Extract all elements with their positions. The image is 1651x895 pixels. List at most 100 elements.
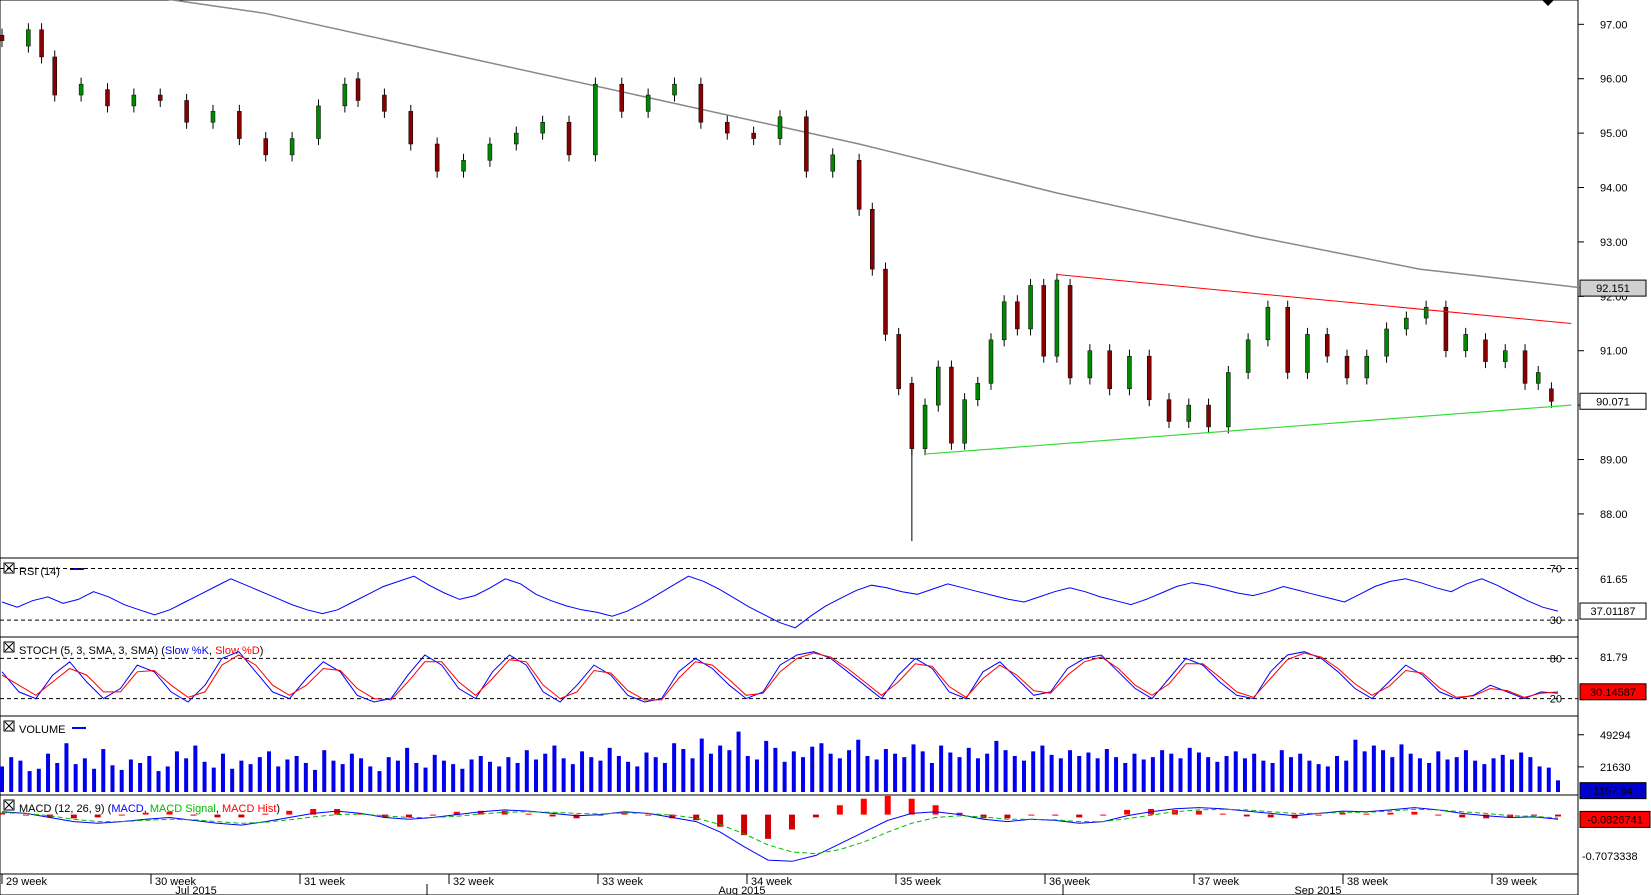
macd-hist-bar [477, 810, 484, 815]
volume-bar [1068, 750, 1073, 792]
candle-body [751, 132, 756, 139]
macd-hist-bar [717, 814, 724, 827]
volume-bar [1252, 753, 1257, 792]
volume-bar [331, 760, 336, 792]
volume-tick-label: 49294 [1600, 730, 1631, 742]
candle-body [1535, 372, 1541, 384]
volume-bar [147, 756, 152, 792]
volume-bar [929, 762, 934, 792]
volume-bar [515, 762, 520, 792]
volume-bar [828, 753, 833, 792]
candle-body [672, 83, 677, 96]
candle-body [1041, 285, 1046, 357]
volume-bar [386, 757, 391, 792]
week-label: 33 week [602, 876, 643, 888]
rsi-last-tag: 37.01187 [1579, 602, 1647, 620]
candle-body [777, 116, 783, 139]
volume-bar [349, 753, 354, 792]
stoch-level-label: 80 [1550, 653, 1562, 665]
candle-body [1001, 301, 1007, 341]
macd-close-icon-x [4, 800, 14, 810]
macd-hist-bar [429, 814, 436, 816]
volume-bar [359, 758, 364, 792]
volume-bar [837, 758, 842, 792]
candle-body [1028, 285, 1033, 330]
volume-bar [1160, 750, 1165, 792]
volume-bar [1556, 780, 1560, 792]
volume-bar [1169, 753, 1174, 792]
volume-bar [211, 767, 216, 792]
candle-body [1186, 404, 1192, 422]
svg-text:90.071: 90.071 [1596, 396, 1630, 408]
volume-bar [257, 757, 262, 792]
price-panel[interactable]: 97.0096.0095.0094.0093.0092.0091.0090.00… [0, 0, 1647, 559]
candle-body [514, 132, 519, 145]
volume-bar [1261, 760, 1266, 792]
macd-hist-bar [118, 814, 125, 816]
volume-bar [1427, 762, 1432, 792]
volume-bar [1482, 764, 1487, 792]
volume-bar [1003, 750, 1008, 792]
volume-bar [239, 760, 244, 792]
stoch-d-line [1, 652, 1559, 701]
volume-bar [451, 764, 456, 792]
candle-body [1127, 355, 1132, 390]
volume-bar [791, 751, 796, 792]
volume-bar [46, 753, 51, 792]
macd-hist-bar [908, 798, 915, 815]
volume-bar [1546, 767, 1551, 792]
volume-bar [1445, 759, 1450, 792]
macd-hist-bar [1411, 811, 1418, 815]
price-tick-label: 88.00 [1600, 509, 1628, 521]
volume-bar [460, 768, 465, 792]
support-trendline[interactable] [925, 404, 1572, 455]
stoch-level-label: 20 [1550, 694, 1562, 706]
volume-bars [0, 731, 1560, 792]
volume-bar [616, 756, 621, 792]
volume-bar [570, 764, 575, 792]
volume-bar [975, 758, 980, 792]
volume-bar [635, 766, 640, 792]
macd-hist-bar [70, 814, 77, 819]
rsi-level-label: 30 [1550, 615, 1562, 627]
candle-body [1324, 334, 1330, 357]
svg-text:1157.84: 1157.84 [1594, 786, 1633, 798]
candle-body [408, 111, 414, 145]
week-label: 38 week [1347, 876, 1388, 888]
volume-bar [1141, 759, 1146, 792]
volume-panel[interactable]: VOLUME 49294 21630 1157.84 [0, 715, 1647, 800]
volume-bar [497, 766, 502, 792]
volume-bar [718, 745, 723, 792]
candle-body [78, 83, 84, 96]
candle-body [1107, 350, 1112, 390]
volume-bar [1463, 750, 1468, 792]
macd-hist-bar [1315, 814, 1322, 816]
volume-bar [82, 758, 87, 792]
candle-body [52, 56, 57, 96]
candle-body [856, 160, 862, 210]
price-tick-label: 94.00 [1600, 183, 1628, 195]
macd-hist-bar [22, 814, 29, 816]
volume-bar [193, 745, 198, 792]
candle-body [1166, 399, 1172, 422]
resistance-trendline[interactable] [1056, 274, 1572, 325]
volume-last-tag: 1157.84 [1579, 782, 1647, 800]
stoch-panel[interactable]: STOCH (5, 3, SMA, 3, SMA) (Slow %K, Slow… [0, 636, 1647, 717]
candle-body [935, 366, 941, 406]
macd-hist-bar [453, 811, 460, 815]
volume-bar [883, 749, 888, 792]
rsi-panel[interactable]: RSI (14) 70 30 61.65 37.01187 [0, 557, 1647, 638]
volume-bar [1519, 752, 1524, 792]
candle-body [975, 383, 981, 400]
stoch-title: STOCH (5, 3, SMA, 3, SMA) (Slow %K, Slow… [19, 645, 263, 657]
macd-panel[interactable]: MACD (12, 26, 9) (MACD, MACD Signal, MAC… [0, 794, 1651, 875]
volume-bar [1224, 756, 1229, 792]
macd-hist-bar [1243, 814, 1250, 817]
volume-bar [607, 747, 612, 792]
candle-body [1305, 334, 1310, 373]
macd-hist-bar [1339, 812, 1346, 815]
candle-body [804, 116, 809, 172]
volume-bar [506, 757, 511, 792]
candle-body [870, 209, 875, 270]
volume-bar [561, 758, 566, 792]
